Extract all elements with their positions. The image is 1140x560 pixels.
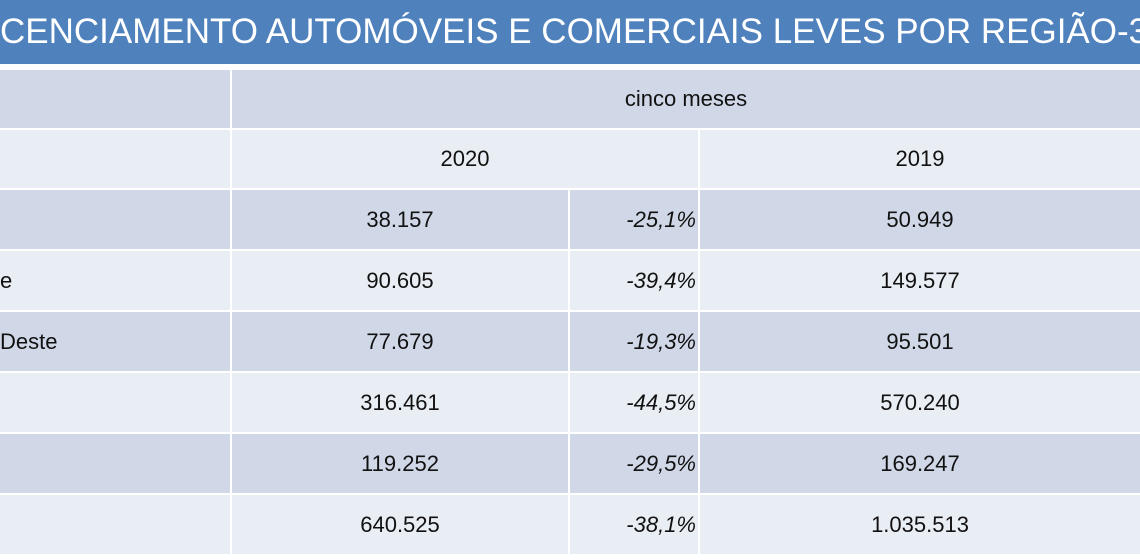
current-value: 119.252 [232,434,568,493]
row-label: e [0,251,230,310]
header-blank [0,130,230,188]
change-value: -39,4% [570,251,698,310]
current-value: 77.679 [232,312,568,371]
change-value: -38,1% [570,495,698,554]
previous-value: 1.035.513 [700,495,1140,554]
change-value: -19,3% [570,312,698,371]
row-label: Deste [0,312,230,371]
year-header: 2019 [700,130,1140,188]
row-label [0,495,230,554]
header-span: cinco meses [232,70,1140,128]
change-value: -25,1% [570,190,698,249]
table-title: CENCIAMENTO AUTOMÓVEIS E COMERCIAIS LEVE… [0,0,1140,64]
row-label [0,434,230,493]
change-value: -29,5% [570,434,698,493]
previous-value: 169.247 [700,434,1140,493]
previous-value: 149.577 [700,251,1140,310]
previous-value: 570.240 [700,373,1140,432]
previous-value: 95.501 [700,312,1140,371]
current-value: 316.461 [232,373,568,432]
row-label [0,190,230,249]
previous-value: 50.949 [700,190,1140,249]
row-label [0,373,230,432]
year-header: 2020 [232,130,698,188]
change-value: -44,5% [570,373,698,432]
current-value: 90.605 [232,251,568,310]
header-blank [0,70,230,128]
current-value: 38.157 [232,190,568,249]
current-value: 640.525 [232,495,568,554]
